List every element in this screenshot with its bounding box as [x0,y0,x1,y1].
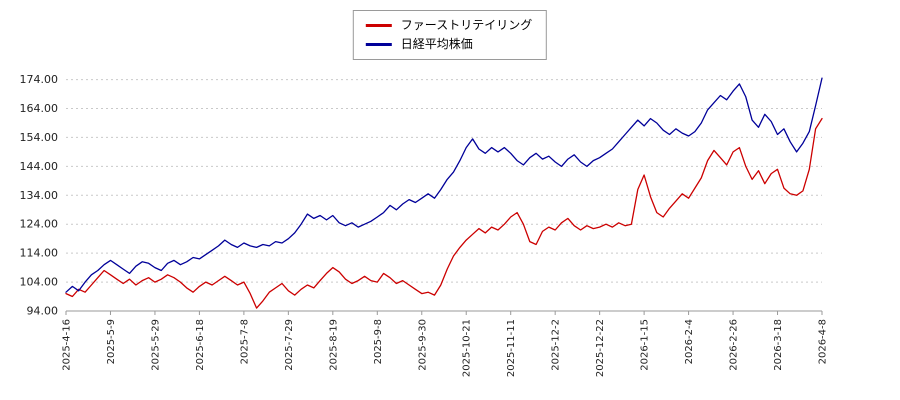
legend-label: 日経平均株価 [400,37,473,52]
x-axis-tick-label: 2025-7-8 [239,319,250,364]
y-axis-tick-label: 124.00 [20,218,59,231]
x-axis-tick-label: 2025-5-9 [106,319,117,364]
x-axis-tick-label: 2025-7-29 [284,319,295,371]
x-axis-tick-label: 2025-11-11 [506,319,517,377]
x-axis-tick-label: 2025-9-8 [373,319,384,364]
x-axis-tick-label: 2025-10-21 [462,319,473,377]
legend-label: ファーストリテイリング [400,18,533,32]
series-line-fast-retailing [65,117,823,309]
y-axis-tick-label: 174.00 [20,73,59,86]
x-axis-tick-label: 2026-1-15 [640,319,651,371]
x-axis-tick-label: 2025-5-29 [150,319,161,371]
y-axis-tick-label: 164.00 [20,102,59,115]
x-axis-tick-label: 2025-4-16 [62,319,73,371]
x-axis-tick-label: 2025-12-22 [595,319,606,377]
legend-item-fast-retailing: ファーストリテイリング [365,18,533,32]
y-axis-tick-label: 134.00 [20,189,59,202]
x-axis-tick-label: 2025-8-19 [328,319,339,371]
x-axis-tick-label: 2026-3-18 [773,319,784,371]
x-axis-tick-label: 2026-4-8 [818,319,829,364]
legend-item-nikkei225: 日経平均株価 [365,37,532,52]
x-axis-tick-label: 2025-6-18 [195,319,206,371]
y-axis-tick-label: 114.00 [20,247,59,260]
y-axis-tick-label: 104.00 [20,276,59,289]
y-axis-tick-label: 144.00 [20,160,59,173]
x-axis-tick-label: 2026-2-4 [684,319,695,364]
y-axis-tick-label: 94.00 [27,305,59,318]
x-axis-tick-label: 2025-9-30 [417,319,428,371]
x-axis-tick-label: 2025-12-2 [551,319,562,371]
legend-line-red-icon [365,23,392,27]
legend-line-blue-icon [365,43,392,47]
y-axis-tick-label: 154.00 [20,131,59,144]
series-line-nikkei225 [65,77,823,293]
x-axis-tick-label: 2026-2-26 [729,319,740,371]
chart-legend: ファーストリテイリング 日経平均株価 [352,10,548,60]
